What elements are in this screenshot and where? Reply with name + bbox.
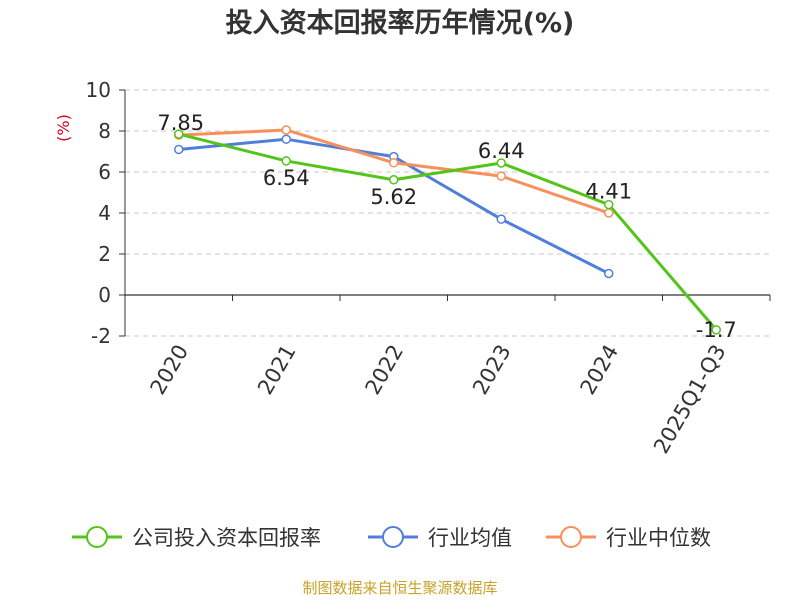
y-tick-label: 8 <box>98 119 111 143</box>
data-point <box>604 208 614 218</box>
y-tick-label: 0 <box>98 283 111 307</box>
data-points <box>174 125 721 335</box>
data-point <box>174 144 184 155</box>
data-point <box>281 125 291 135</box>
legend-item[interactable]: 行业均值 <box>368 526 512 550</box>
data-label: -1.7 <box>696 318 737 342</box>
data-point <box>389 175 399 185</box>
legend-item[interactable]: 公司投入资本回报率 <box>72 526 321 550</box>
data-point <box>604 268 614 279</box>
y-tick-label: 2 <box>98 242 111 266</box>
legend-label: 公司投入资本回报率 <box>132 526 321 550</box>
y-tick-label: 10 <box>86 78 111 102</box>
legend-marker-icon <box>560 526 582 548</box>
y-tick-label: 4 <box>98 201 111 225</box>
data-point <box>281 134 291 144</box>
data-point <box>604 199 614 210</box>
y-tick-label: 6 <box>98 160 111 184</box>
data-label: 4.41 <box>585 180 632 204</box>
data-point <box>389 158 399 168</box>
y-tick-label: -2 <box>91 324 111 348</box>
data-label: 7.85 <box>157 111 204 135</box>
legend-label: 行业均值 <box>428 526 512 550</box>
legend-item[interactable]: 行业中位数 <box>546 526 711 550</box>
x-tick-labels: 2020 2021 2022 2023 2024 2025Q1-Q3 <box>146 341 731 458</box>
data-point <box>281 156 291 166</box>
data-point <box>174 129 184 139</box>
data-point <box>496 214 506 224</box>
data-point <box>711 325 721 335</box>
y-axis-label: (%) <box>54 114 73 142</box>
y-tick-labels: -2 0 2 4 6 8 10 <box>86 78 111 348</box>
x-tick-label: 2020 <box>146 341 194 399</box>
data-point <box>496 171 506 181</box>
x-tick-label: 2023 <box>468 341 516 399</box>
x-tick-label: 2025Q1-Q3 <box>649 341 731 458</box>
series-line <box>178 132 718 331</box>
x-tick-label: 2022 <box>361 341 409 399</box>
data-point <box>496 158 506 168</box>
legend-marker-icon <box>86 526 108 548</box>
source-note: 制图数据来自恒生聚源数据库 <box>302 579 498 597</box>
legend-marker-icon <box>382 526 404 548</box>
data-label: 6.44 <box>478 139 525 163</box>
axes <box>119 89 771 337</box>
x-tick-label: 2021 <box>253 341 301 399</box>
data-labels: 7.85 6.54 5.62 6.44 4.41 -1.7 <box>157 111 736 342</box>
legend-label: 行业中位数 <box>606 526 711 550</box>
chart-title: 投入资本回报率历年情况(%) <box>225 8 575 39</box>
x-tick-label: 2024 <box>576 341 624 399</box>
legend: 公司投入资本回报率 行业均值 行业中位数 <box>72 526 711 550</box>
data-label: 6.54 <box>263 166 310 190</box>
data-label: 5.62 <box>370 185 417 209</box>
